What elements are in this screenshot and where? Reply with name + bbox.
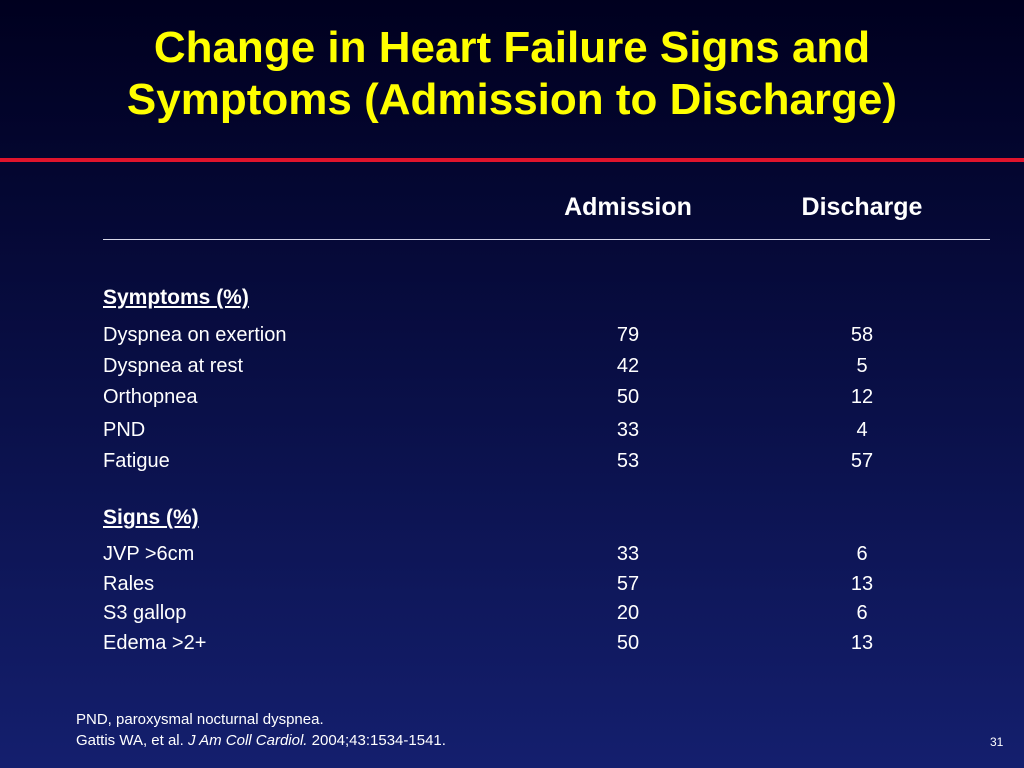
admission-value: 57 [616, 573, 640, 595]
admission-value: 33 [616, 543, 640, 565]
admission-value: 42 [616, 355, 640, 377]
discharge-value: 4 [856, 419, 868, 441]
table-row: JVP >6cm 33 6 [0, 541, 1024, 567]
table-row: Dyspnea at rest 42 5 [0, 353, 1024, 379]
admission-value: 50 [616, 386, 640, 408]
row-label: JVP >6cm [103, 543, 195, 565]
section-heading-signs: Signs (%) [103, 506, 199, 529]
table-row: PND 33 4 [0, 417, 1024, 443]
title-line-2: Symptoms (Admission to Discharge) [126, 75, 898, 124]
table-row: Rales 57 13 [0, 571, 1024, 597]
row-label: Edema >2+ [103, 632, 207, 654]
admission-value: 79 [616, 324, 640, 346]
column-header-discharge: Discharge [801, 193, 923, 221]
table-row: S3 gallop 20 6 [0, 600, 1024, 626]
admission-value: 53 [616, 450, 640, 472]
admission-value: 50 [616, 632, 640, 654]
row-label: Dyspnea on exertion [103, 324, 287, 346]
abbreviation-footnote: PND, paroxysmal nocturnal dyspnea. [76, 711, 324, 728]
row-label: PND [103, 419, 146, 441]
title-divider [0, 158, 1024, 162]
citation-authors: Gattis WA, et al. [76, 732, 188, 749]
citation-footnote: Gattis WA, et al. J Am Coll Cardiol. 200… [76, 731, 446, 750]
citation-details: 2004;43:1534-1541. [307, 732, 446, 749]
admission-value: 20 [616, 602, 640, 624]
row-label: Orthopnea [103, 386, 198, 408]
discharge-value: 13 [850, 632, 874, 654]
row-label: Fatigue [103, 450, 170, 472]
table-row: Fatigue 53 57 [0, 448, 1024, 474]
row-label: Dyspnea at rest [103, 355, 244, 377]
discharge-value: 13 [850, 573, 874, 595]
table-row: Orthopnea 50 12 [0, 384, 1024, 410]
section-heading-symptoms: Symptoms (%) [103, 286, 249, 309]
admission-value: 33 [616, 419, 640, 441]
column-header-admission: Admission [564, 193, 692, 221]
discharge-value: 58 [850, 324, 874, 346]
slide-title: Change in Heart Failure Signs and Sympto… [0, 22, 1024, 126]
discharge-value: 57 [850, 450, 874, 472]
slide-number: 31 [990, 735, 1004, 749]
citation-journal: J Am Coll Cardiol. [187, 732, 308, 749]
discharge-value: 5 [856, 355, 868, 377]
discharge-value: 12 [850, 386, 874, 408]
table-row: Edema >2+ 50 13 [0, 630, 1024, 656]
discharge-value: 6 [856, 602, 868, 624]
row-label: Rales [103, 573, 155, 595]
table-row: Dyspnea on exertion 79 58 [0, 322, 1024, 348]
discharge-value: 6 [856, 543, 868, 565]
title-line-1: Change in Heart Failure Signs and [153, 23, 871, 72]
row-label: S3 gallop [103, 602, 187, 624]
header-divider [103, 239, 990, 240]
